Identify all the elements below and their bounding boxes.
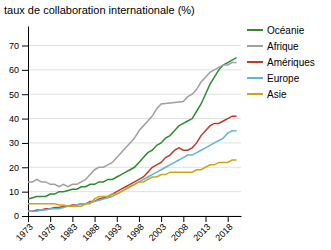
chart-title: taux de collaboration internationale (%) (4, 4, 195, 16)
axis-domain (28, 27, 29, 217)
legend-swatch (247, 77, 263, 79)
y-tick: 10 (9, 187, 28, 197)
series-line (28, 116, 237, 211)
grid-line (28, 118, 241, 119)
grid-line (28, 94, 241, 95)
series-line (28, 131, 237, 211)
legend-label: Amériques (267, 57, 315, 68)
legend-item: Amériques (247, 57, 315, 68)
y-tick: 60 (9, 65, 28, 75)
grid-line (28, 45, 241, 46)
y-axis: 0 10 20 30 40 50 60 70 (9, 27, 29, 222)
x-tick-label: 1978 (36, 222, 57, 243)
x-tick-label: 1993 (103, 222, 124, 243)
y-tick-label: 0 (14, 211, 19, 221)
x-tick-label: 1988 (80, 222, 101, 243)
x-tick-mark (72, 216, 73, 222)
y-tick-label: 70 (9, 41, 19, 51)
y-tick-mark (22, 94, 28, 95)
plot-area (28, 58, 237, 211)
y-tick-mark (22, 192, 28, 193)
legend-label: Europe (267, 73, 300, 84)
x-tick-label: 2008 (169, 222, 190, 243)
y-tick-label: 50 (9, 90, 19, 100)
grid (28, 45, 241, 216)
x-tick-mark (206, 216, 207, 222)
x-tick-label: 2013 (191, 222, 212, 243)
legend-item: Europe (247, 73, 300, 84)
x-tick: 2018 (213, 216, 234, 243)
legend: Océanie Afrique Amériques Europe Asie (247, 25, 315, 100)
x-tick: 1978 (36, 216, 57, 243)
y-tick: 0 (14, 211, 28, 221)
y-tick-mark (22, 45, 28, 46)
legend-label: Afrique (267, 41, 299, 52)
x-tick-mark (117, 216, 118, 222)
legend-item: Afrique (247, 41, 299, 52)
x-tick: 1988 (80, 216, 101, 243)
x-tick-label: 2003 (147, 222, 168, 243)
x-tick-label: 1998 (125, 222, 146, 243)
grid-line (28, 69, 241, 70)
x-tick-mark (50, 216, 51, 222)
x-tick-mark (228, 216, 229, 222)
x-tick-label: 2018 (213, 222, 234, 243)
legend-swatch (247, 93, 263, 95)
chart-container: taux de collaboration internationale (%)… (0, 0, 331, 250)
x-tick: 1993 (103, 216, 124, 243)
y-tick: 20 (9, 163, 28, 173)
chart-svg: taux de collaboration internationale (%)… (0, 0, 331, 250)
y-tick-mark (22, 119, 28, 120)
y-tick-mark (22, 143, 28, 144)
y-tick-mark (22, 70, 28, 71)
legend-swatch (247, 45, 263, 47)
grid-line (28, 216, 241, 217)
x-tick: 1998 (125, 216, 146, 243)
y-tick-mark (22, 216, 28, 217)
y-tick-label: 60 (9, 65, 19, 75)
legend-swatch (247, 61, 263, 63)
legend-item: Océanie (247, 25, 305, 36)
y-tick-mark (22, 167, 28, 168)
x-tick-mark (95, 216, 96, 222)
y-tick-label: 30 (9, 138, 19, 148)
x-tick-mark (183, 216, 184, 222)
x-tick-label: 1973 (14, 222, 35, 243)
x-tick-mark (161, 216, 162, 222)
grid-line (28, 142, 241, 143)
y-tick: 70 (9, 41, 28, 51)
y-tick-label: 10 (9, 187, 19, 197)
y-tick-label: 20 (9, 163, 19, 173)
x-tick: 2008 (169, 216, 190, 243)
axis-domain (29, 216, 242, 217)
legend-label: Océanie (267, 25, 305, 36)
x-axis: 1973197819831988199319982003200820132018 (14, 216, 242, 243)
y-tick: 40 (9, 114, 28, 124)
y-tick: 50 (9, 90, 28, 100)
x-tick-mark (139, 216, 140, 222)
legend-item: Asie (247, 89, 287, 100)
y-tick: 30 (9, 138, 28, 148)
x-tick: 2013 (191, 216, 212, 243)
x-tick-mark (28, 216, 29, 222)
y-tick-label: 40 (9, 114, 19, 124)
legend-label: Asie (267, 89, 287, 100)
series-line (28, 58, 237, 199)
x-tick: 2003 (147, 216, 168, 243)
series-line (28, 160, 237, 206)
legend-swatch (247, 29, 263, 31)
x-tick-label: 1983 (58, 222, 79, 243)
x-tick: 1983 (58, 216, 79, 243)
